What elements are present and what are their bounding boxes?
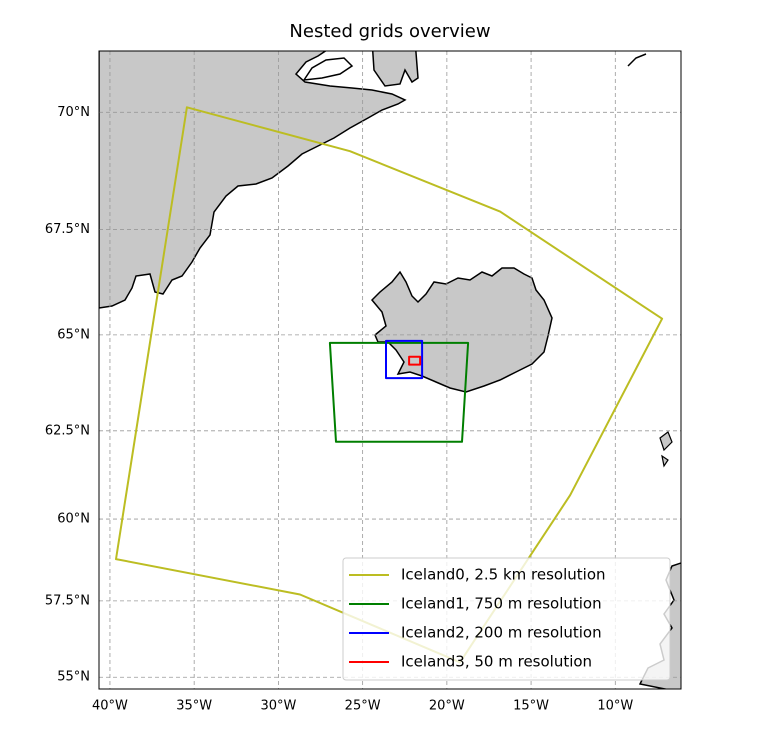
x-tick-label: 30°W: [260, 699, 296, 714]
greenland-islet: [302, 57, 354, 81]
x-tick-label: 40°W: [92, 699, 128, 714]
x-tick-label: 35°W: [176, 699, 212, 714]
legend: Iceland0, 2.5 km resolution Iceland1, 750…: [342, 557, 671, 681]
grid-domain: [385, 339, 424, 380]
y-tick-label: 70°N: [57, 105, 90, 120]
y-tick-label: 60°N: [57, 512, 90, 527]
north-island: [371, 51, 419, 87]
y-tick-label: 55°N: [57, 670, 90, 685]
land-layer: [99, 51, 681, 689]
svalbard-hint: [627, 53, 647, 67]
x-tick-label: 25°W: [345, 699, 381, 714]
faroe-islands: [659, 431, 673, 468]
grid-domain: [408, 355, 422, 366]
y-tick-label: 67.5°N: [45, 222, 90, 237]
legend-label: Iceland1, 750 m resolution: [401, 595, 602, 613]
y-tick-label: 65°N: [57, 327, 90, 342]
y-tick-label: 62.5°N: [45, 423, 90, 438]
domain-layer: [115, 106, 664, 664]
x-tick-label: 20°W: [429, 699, 465, 714]
y-tick-label: 57.5°N: [45, 593, 90, 608]
legend-box: [342, 557, 671, 681]
grid-domain: [115, 106, 664, 664]
legend-label: Iceland0, 2.5 km resolution: [401, 566, 606, 584]
legend-label: Iceland3, 50 m resolution: [401, 653, 592, 671]
x-tick-label: 10°W: [597, 699, 633, 714]
x-tick-label: 15°W: [513, 699, 549, 714]
greenland-coast: [99, 51, 407, 309]
chart-title: Nested grids overview: [289, 21, 490, 42]
tick-layer: 40°W 35°W 30°W 25°W 20°W 15°W 10°W 55°N 57.5°N 60…: [45, 105, 634, 714]
iceland-coast: [370, 267, 553, 393]
legend-label: Iceland2, 200 m resolution: [401, 624, 602, 642]
map-frame: [98, 50, 682, 690]
